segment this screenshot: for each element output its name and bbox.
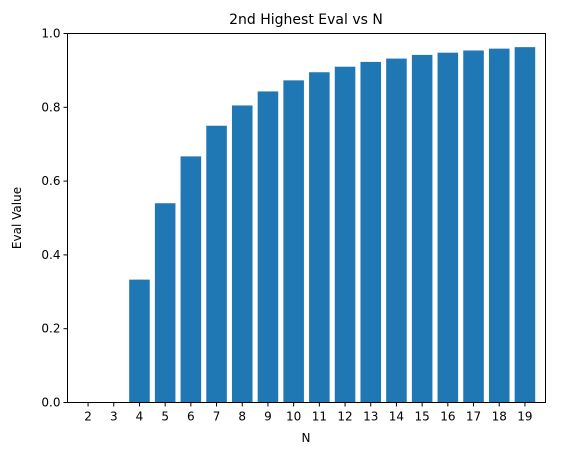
bar-11 — [309, 72, 330, 403]
x-tick-label: 3 — [110, 410, 118, 424]
bar-9 — [257, 91, 279, 403]
x-tick-label: 18 — [492, 410, 507, 424]
x-tick-label: 9 — [264, 410, 272, 424]
bar-5 — [154, 203, 176, 403]
x-tick-label: 10 — [286, 410, 301, 424]
x-tick-label: 12 — [337, 410, 352, 424]
plot-frame — [67, 33, 546, 403]
y-tick-label: 1.0 — [41, 27, 60, 41]
bar-4 — [129, 279, 150, 403]
x-tick-label: 13 — [363, 410, 378, 424]
x-tick-label: 2 — [84, 410, 92, 424]
x-tick-label: 4 — [136, 410, 144, 424]
y-tick-label: 0.0 — [41, 396, 60, 410]
bar-14 — [386, 58, 407, 403]
chart-title: 2nd Highest Eval vs N — [229, 12, 383, 28]
bar-7 — [206, 125, 227, 403]
x-tick-label: 15 — [415, 410, 430, 424]
bar-16 — [437, 52, 459, 403]
x-tick-label: 16 — [440, 410, 455, 424]
x-tick-label: 19 — [517, 410, 532, 424]
x-ticks-group: 2 3 4 5 6 7 8 9 10 11 12 13 14 15 16 17 18 19 — [84, 402, 533, 424]
y-tick-label: 0.8 — [41, 100, 60, 114]
y-axis-label: Eval Value — [10, 187, 24, 249]
x-tick-label: 8 — [238, 410, 246, 424]
x-tick-label: 5 — [161, 410, 169, 424]
bar-10 — [283, 80, 304, 403]
bar-15 — [411, 54, 433, 403]
y-tick-label: 0.2 — [41, 322, 60, 336]
bar-12 — [334, 66, 356, 403]
x-axis-label: N — [302, 431, 311, 445]
x-tick-label: 6 — [187, 410, 195, 424]
bar-17 — [463, 50, 484, 403]
bar-13 — [360, 61, 382, 403]
bars-group — [129, 47, 536, 403]
x-tick-label: 11 — [312, 410, 327, 424]
bar-8 — [231, 105, 253, 403]
y-tick-label: 0.6 — [41, 174, 60, 188]
y-tick-label: 0.4 — [41, 248, 60, 262]
bar-6 — [180, 156, 202, 403]
y-ticks-group: 0.0 0.2 0.4 0.6 0.8 1.0 — [41, 27, 68, 410]
x-tick-label: 7 — [213, 410, 221, 424]
bar-19 — [514, 47, 536, 403]
bar-18 — [488, 48, 510, 403]
x-tick-label: 17 — [466, 410, 481, 424]
x-tick-label: 14 — [389, 410, 404, 424]
